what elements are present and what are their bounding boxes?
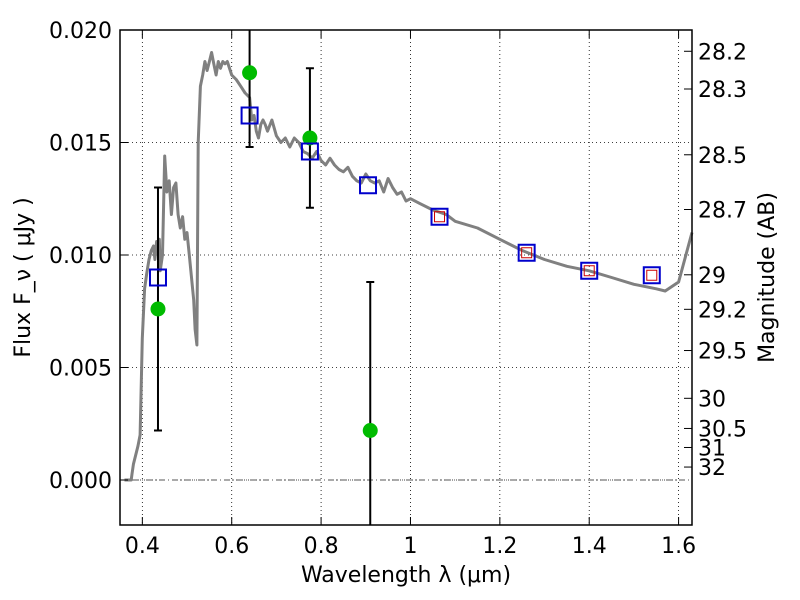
- observed-point: [150, 301, 166, 317]
- x-tick-label: 1: [403, 534, 417, 559]
- model-sed-line: [124, 51, 694, 482]
- y-axis-label: Flux F_ν ( μJy ): [11, 197, 36, 357]
- y-axis-ticks: 0.000 0.005 0.010 0.015 0.020: [49, 19, 128, 494]
- magnitude-tick-label: 32: [698, 456, 726, 481]
- x-tick-label: 0.8: [304, 534, 339, 559]
- inner-marker-point: [646, 269, 658, 281]
- model-photometry-point: [517, 243, 536, 262]
- magnitude-axis-label: Magnitude (AB): [755, 192, 780, 363]
- y-tick-label: 0.010: [49, 244, 112, 269]
- magnitude-tick-label: 29.2: [698, 298, 747, 323]
- model-photometry-points: [148, 106, 661, 287]
- x-tick-label: 1.2: [482, 534, 517, 559]
- model-photometry-point: [240, 106, 259, 125]
- observed-point: [242, 65, 258, 81]
- error-bars: [153, 30, 375, 525]
- plot-frame: [119, 29, 693, 526]
- magnitude-tick-label: 28.3: [698, 78, 747, 103]
- magnitude-tick-label: 29.5: [698, 340, 747, 365]
- model-photometry-point: [642, 266, 661, 285]
- magnitude-tick-label: 28.2: [698, 40, 747, 65]
- y-tick-label: 0.020: [49, 19, 112, 44]
- model-photometry-point: [359, 176, 378, 195]
- x-tick-label: 0.4: [125, 534, 160, 559]
- magnitude-tick-label: 30: [698, 387, 726, 412]
- model-sed-layer: [124, 51, 694, 482]
- x-tick-label: 1.6: [661, 534, 696, 559]
- y-tick-label: 0.005: [49, 357, 112, 382]
- y-tick-label: 0.000: [49, 469, 112, 494]
- y-tick-label: 0.015: [49, 132, 112, 157]
- observed-point: [302, 130, 318, 146]
- magnitude-tick-label: 29: [698, 264, 726, 289]
- x-tick-label: 1.4: [572, 534, 607, 559]
- x-axis-ticks: 0.4 0.6 0.8 1 1.2 1.4 1.6: [125, 30, 696, 559]
- inner-marker-point: [583, 265, 595, 277]
- observed-points: [150, 65, 378, 438]
- magnitude-tick-label: 28.5: [698, 144, 747, 169]
- inner-marker-point: [521, 247, 533, 259]
- model-photometry-point: [300, 142, 319, 161]
- magnitude-tick-label: 30.5: [698, 417, 747, 442]
- model-photometry-point: [430, 207, 449, 226]
- magnitude-tick-label: 31: [698, 436, 726, 461]
- grid: [120, 29, 692, 525]
- observed-point: [362, 423, 378, 438]
- magnitude-tick-label: 28.7: [698, 198, 747, 223]
- model-photometry-point: [148, 268, 167, 287]
- model-photometry-point: [580, 261, 599, 280]
- x-axis-label: Wavelength λ (μm): [301, 563, 511, 588]
- x-tick-label: 0.6: [214, 534, 249, 559]
- inner-marker-point: [434, 211, 446, 223]
